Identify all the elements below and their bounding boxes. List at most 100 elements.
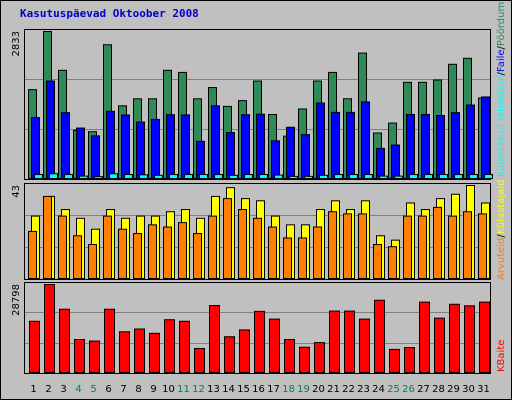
x-tick-label-day: 17 bbox=[267, 384, 280, 395]
bar-arvuteid bbox=[88, 244, 97, 279]
panel-frame-1 bbox=[24, 29, 491, 180]
x-tick-label-day: 6 bbox=[105, 384, 111, 395]
bar-arvuteid bbox=[463, 211, 472, 279]
bar-lehekulgi bbox=[379, 175, 388, 180]
x-tick-label-day: 29 bbox=[447, 384, 460, 395]
legend-middle: Arvuteid/Külastajaid bbox=[496, 180, 507, 280]
bar-lehekulgi bbox=[349, 174, 358, 180]
panel-frame-2 bbox=[24, 183, 491, 280]
x-tick-label-day: 22 bbox=[342, 384, 355, 395]
x-tick-label-day: 15 bbox=[237, 384, 250, 395]
x-tick-label-day: 10 bbox=[162, 384, 175, 395]
bar-lehekulgi bbox=[199, 174, 208, 180]
bar-arvuteid bbox=[253, 217, 262, 279]
bar-faile bbox=[76, 127, 85, 179]
bar-arvuteid bbox=[133, 233, 142, 279]
chart-title: Kasutuspäevad Oktoober 2008 bbox=[20, 7, 199, 20]
bar-lehekulgi bbox=[274, 174, 283, 180]
bar-kbaite bbox=[389, 348, 400, 374]
bar-kbaite bbox=[104, 308, 115, 373]
x-tick-label-day: 4 bbox=[75, 384, 81, 395]
legend-separator: / bbox=[496, 45, 507, 49]
bar-lehekulgi bbox=[334, 174, 343, 180]
x-tick-label-day: 25 bbox=[387, 384, 400, 395]
bar-kbaite bbox=[89, 340, 100, 374]
bar-arvuteid bbox=[388, 246, 397, 280]
bar-faile bbox=[61, 112, 70, 179]
x-tick-label-day: 7 bbox=[120, 384, 126, 395]
bar-kbaite bbox=[329, 310, 340, 373]
bar-arvuteid bbox=[43, 195, 52, 280]
bar-arvuteid bbox=[268, 226, 277, 279]
x-tick-label-day: 3 bbox=[60, 384, 66, 395]
bar-lehekulgi bbox=[319, 174, 328, 179]
x-tick-label-day: 26 bbox=[402, 384, 415, 395]
bar-lehekulgi bbox=[424, 174, 433, 180]
bar-faile bbox=[481, 96, 490, 179]
bar-faile bbox=[241, 114, 250, 179]
bar-kbaite bbox=[464, 305, 475, 373]
bar-lehekulgi bbox=[79, 175, 88, 180]
bar-lehekulgi bbox=[244, 174, 253, 180]
legend-separator: / bbox=[496, 234, 507, 238]
bar-faile bbox=[181, 114, 190, 179]
bar-lehekulgi bbox=[304, 175, 313, 179]
bar-faile bbox=[106, 110, 115, 179]
x-tick-label-day: 13 bbox=[207, 384, 220, 395]
bar-lehekulgi bbox=[154, 174, 163, 179]
bar-lehekulgi bbox=[109, 173, 118, 180]
x-tick-label-day: 20 bbox=[312, 384, 325, 395]
bar-faile bbox=[91, 135, 100, 180]
bar-faile bbox=[121, 114, 130, 179]
legend-item: Külastajaid bbox=[496, 180, 507, 235]
bar-faile bbox=[151, 118, 160, 179]
bar-kbaite bbox=[359, 318, 370, 373]
bar-arvuteid bbox=[238, 209, 247, 279]
bar-faile bbox=[46, 80, 55, 179]
bar-faile bbox=[226, 131, 235, 179]
bar-arvuteid bbox=[148, 224, 157, 279]
bar-kbaite bbox=[134, 328, 145, 374]
bar-arvuteid bbox=[418, 215, 427, 279]
bar-kbaite bbox=[419, 301, 430, 373]
bar-kbaite bbox=[179, 320, 190, 374]
bar-kbaite bbox=[29, 320, 40, 374]
bar-kbaite bbox=[209, 305, 220, 373]
bar-lehekulgi bbox=[364, 174, 373, 180]
bar-lehekulgi bbox=[64, 174, 73, 180]
x-tick-label-day: 28 bbox=[432, 384, 445, 395]
bar-faile bbox=[166, 114, 175, 179]
x-tick-label-day: 9 bbox=[150, 384, 156, 395]
bar-arvuteid bbox=[193, 233, 202, 279]
x-tick-label-day: 21 bbox=[327, 384, 340, 395]
bar-arvuteid bbox=[178, 222, 187, 280]
bar-kbaite bbox=[59, 308, 70, 373]
bar-kbaite bbox=[44, 284, 55, 373]
bar-arvuteid bbox=[478, 213, 487, 280]
bar-arvuteid bbox=[118, 228, 127, 279]
bar-lehekulgi bbox=[469, 174, 478, 180]
bar-faile bbox=[346, 111, 355, 179]
bar-lehekulgi bbox=[289, 175, 298, 179]
bar-lehekulgi bbox=[124, 174, 133, 180]
x-tick-label-day: 14 bbox=[222, 384, 235, 395]
bar-arvuteid bbox=[313, 226, 322, 279]
bar-faile bbox=[451, 112, 460, 179]
bar-arvuteid bbox=[58, 215, 67, 279]
bar-kbaite bbox=[119, 331, 130, 373]
bar-faile bbox=[376, 147, 385, 179]
bar-kbaite bbox=[449, 303, 460, 374]
bar-kbaite bbox=[164, 319, 175, 373]
bar-lehekulgi bbox=[394, 175, 403, 180]
bar-arvuteid bbox=[373, 244, 382, 279]
bar-faile bbox=[421, 113, 430, 179]
x-tick-label-day: 23 bbox=[357, 384, 370, 395]
bar-lehekulgi bbox=[169, 174, 178, 180]
bar-arvuteid bbox=[433, 206, 442, 279]
bar-kbaite bbox=[224, 336, 235, 374]
bar-arvuteid bbox=[163, 226, 172, 279]
bar-lehekulgi bbox=[139, 174, 148, 179]
bar-arvuteid bbox=[208, 215, 217, 279]
bar-lehekulgi bbox=[94, 176, 103, 180]
